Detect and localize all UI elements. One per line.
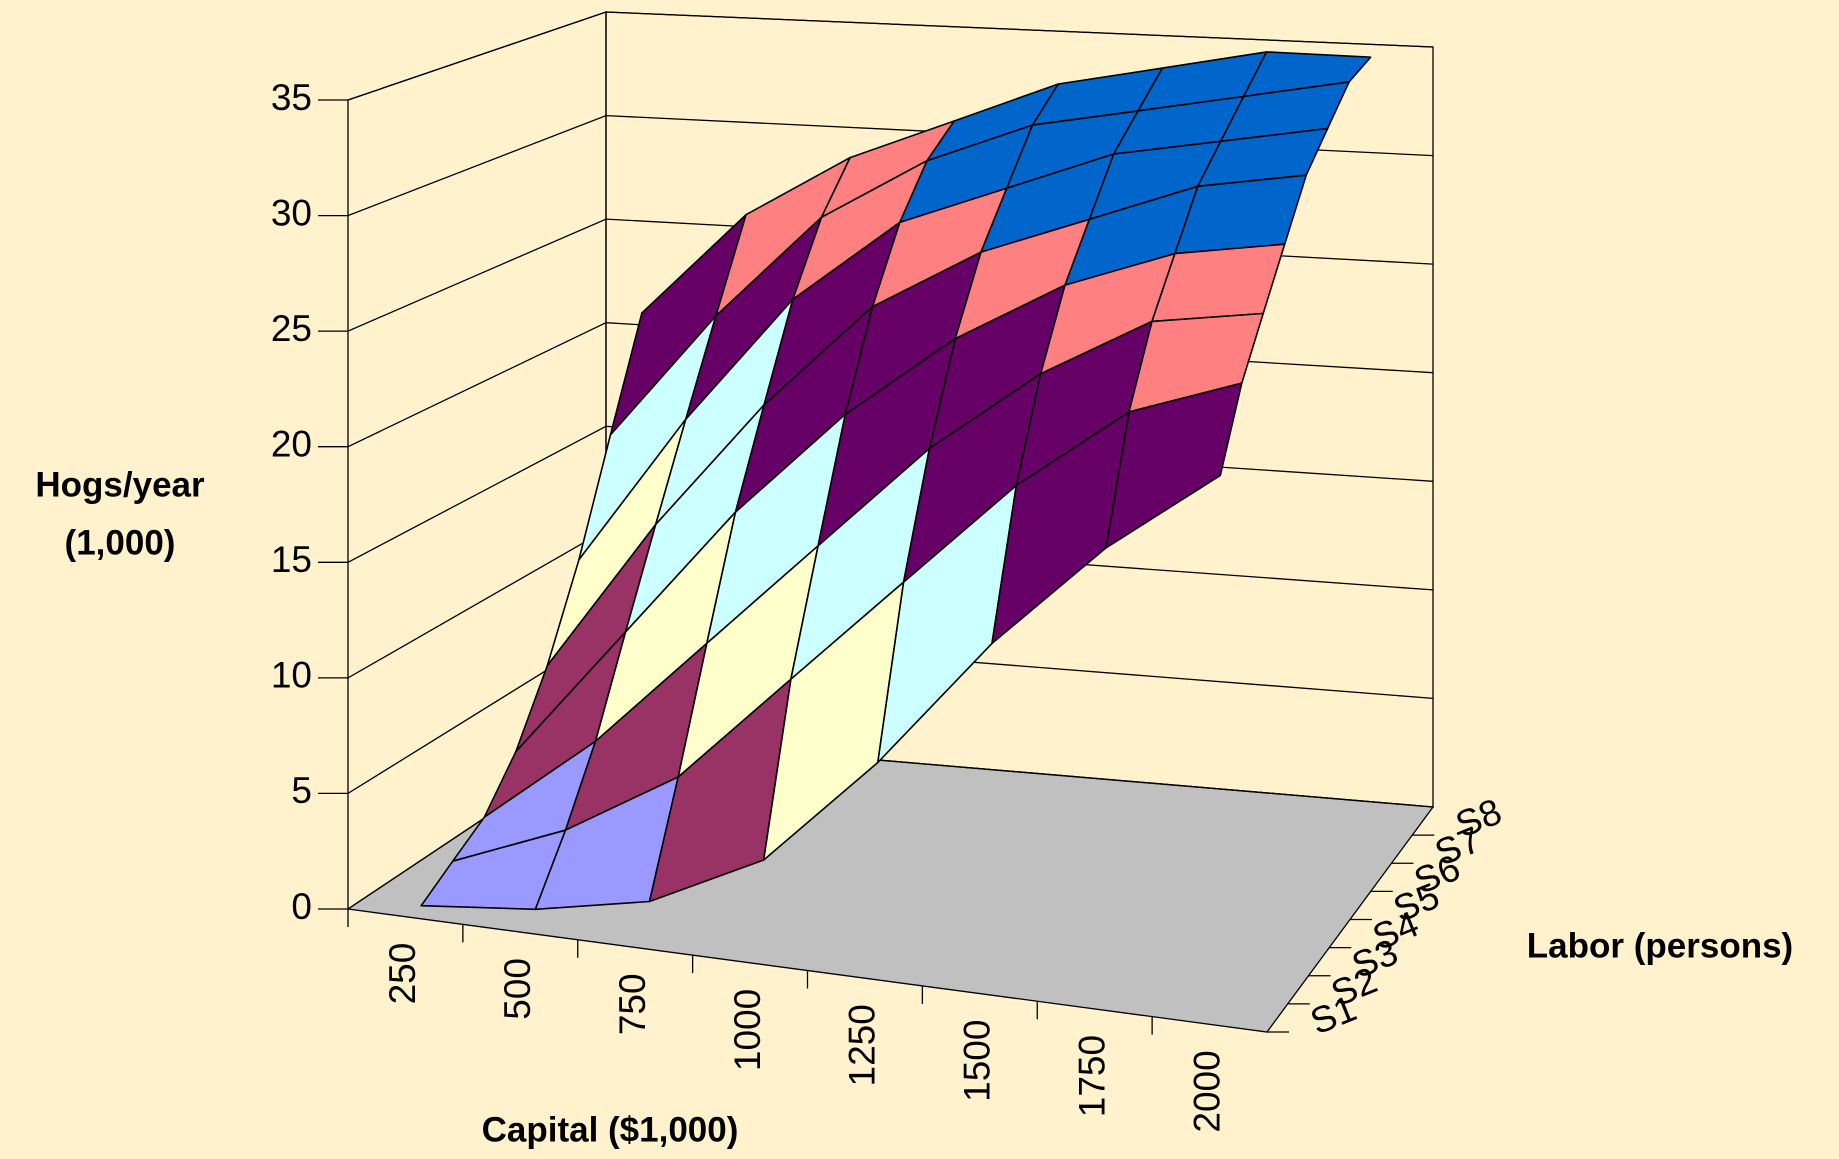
grid-line (318, 11, 1434, 101)
z-tick-label: 20 (271, 423, 312, 464)
z-tick-label: 30 (271, 192, 312, 233)
x-tick-label: 1500 (957, 1020, 998, 1102)
z-tick-label: 25 (271, 308, 312, 349)
x-tick-label: 500 (497, 958, 538, 1020)
x-tick-label: 250 (382, 943, 423, 1005)
grid-line (318, 632, 1434, 795)
x-tick-label: 1250 (842, 1004, 883, 1086)
z-tick-label: 35 (271, 77, 312, 118)
y-axis-title: Labor (persons) (1527, 926, 1793, 965)
surface-cell (1105, 382, 1243, 549)
x-tick-label: 1750 (1071, 1035, 1112, 1117)
x-tick-label: 750 (612, 973, 653, 1035)
z-axis-title: Hogs/year (35, 465, 205, 504)
z-tick-label: 15 (271, 539, 312, 580)
z-tick-label: 10 (271, 655, 312, 696)
z-tick-label: 0 (291, 886, 312, 927)
x-tick-label: 2000 (1186, 1050, 1227, 1132)
z-axis-title: (1,000) (65, 523, 176, 562)
grid-line (318, 736, 1434, 910)
z-tick-label: 5 (291, 770, 312, 811)
x-tick-label: 1000 (727, 989, 768, 1071)
x-axis-title: Capital ($1,000) (482, 1110, 739, 1149)
